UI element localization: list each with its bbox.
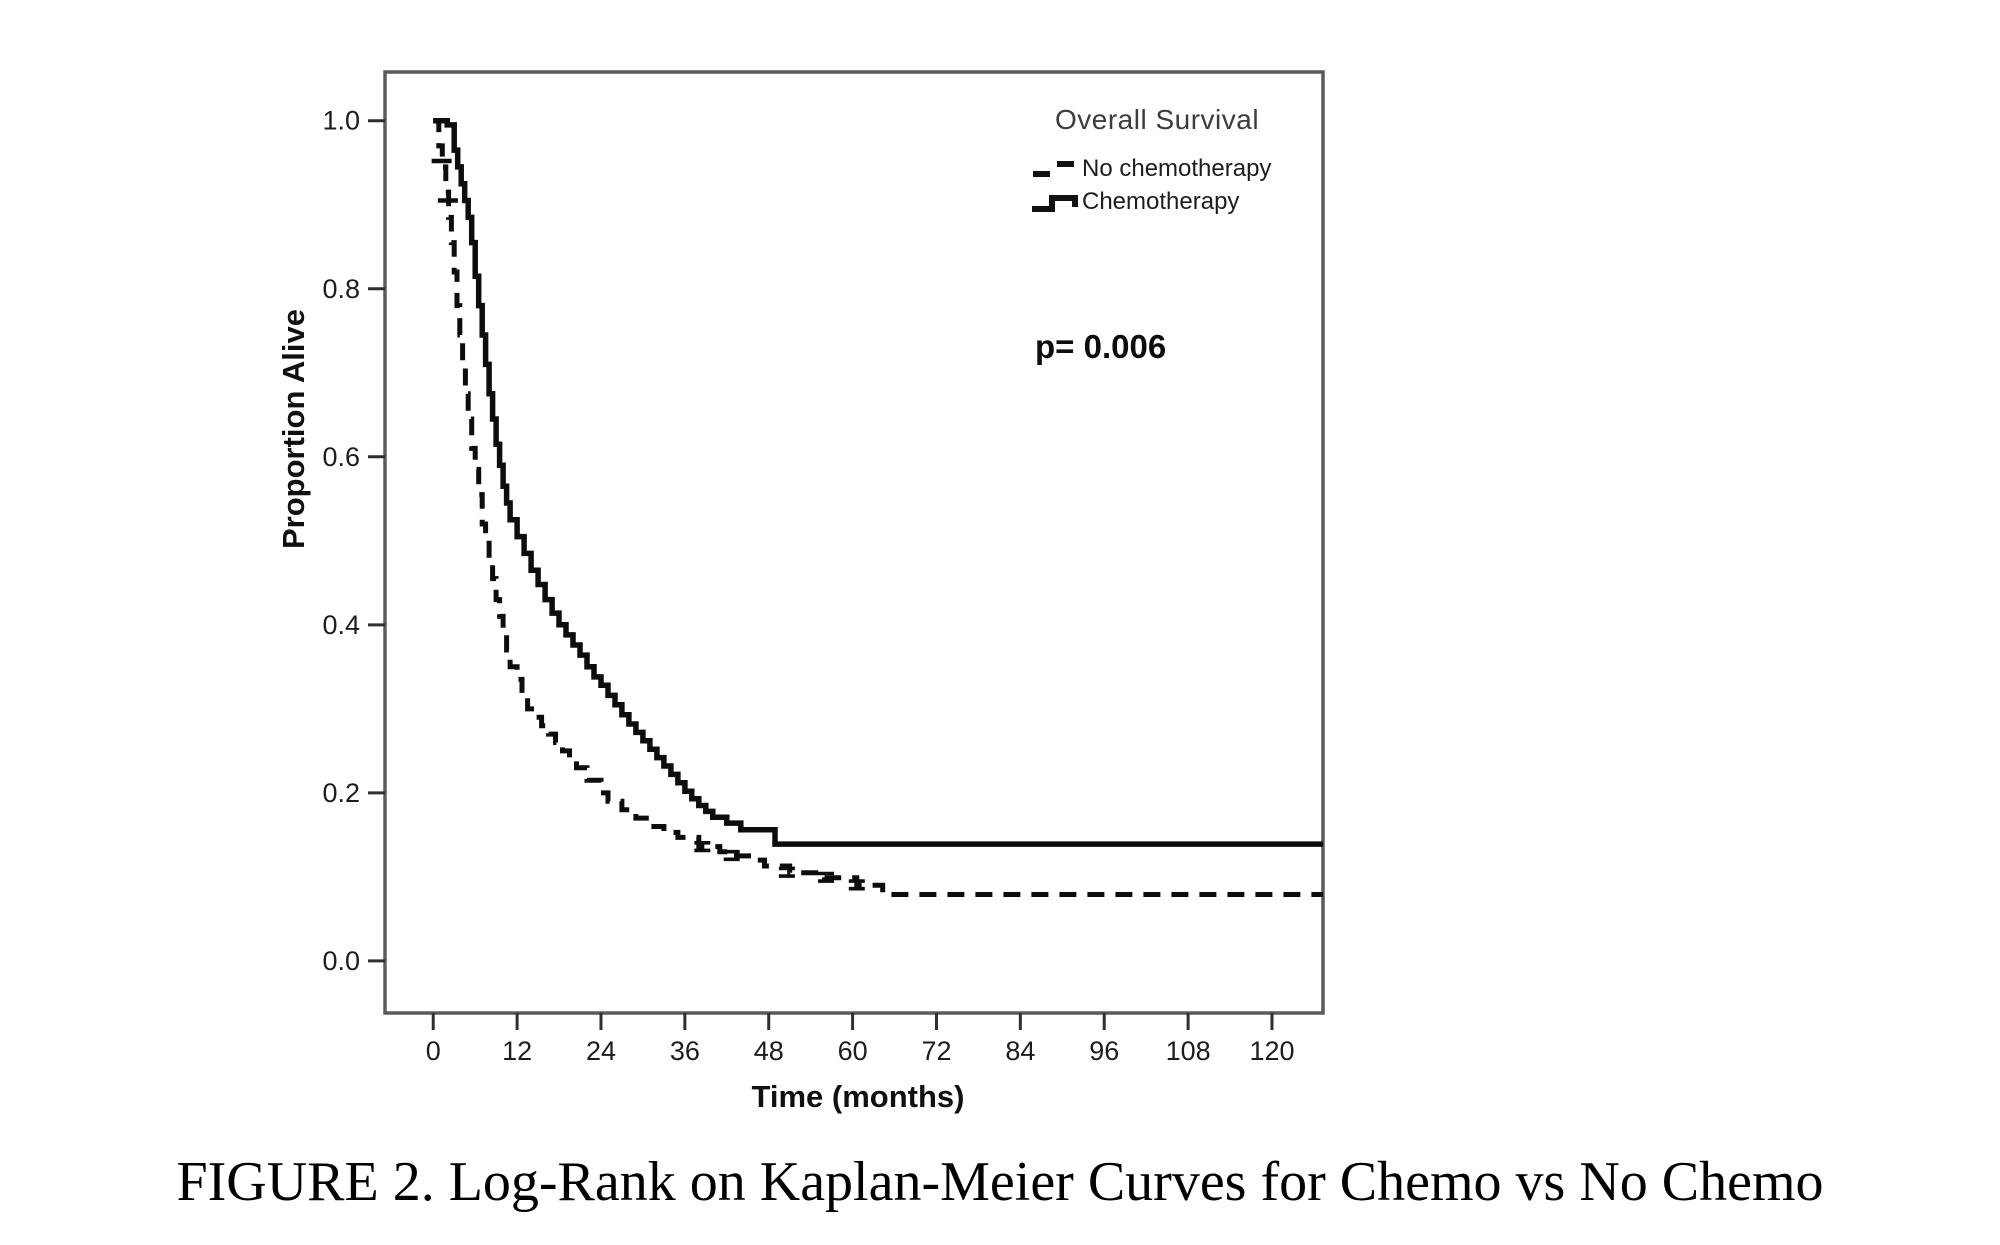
y-axis-tick-label: 0.2	[322, 778, 360, 808]
legend-label-chemotherapy: Chemotherapy	[1082, 188, 1240, 215]
legend-label-no-chemotherapy: No chemotherapy	[1082, 155, 1272, 182]
x-axis-tick-label: 108	[1166, 1036, 1211, 1066]
x-axis-tick-label: 48	[754, 1036, 784, 1066]
p-value-annotation: p= 0.006	[1035, 328, 1167, 365]
x-axis-tick-label: 0	[426, 1036, 441, 1066]
x-axis-tick-label: 96	[1089, 1036, 1119, 1066]
x-axis-tick-label: 12	[502, 1036, 532, 1066]
x-axis-tick-label: 120	[1249, 1036, 1294, 1066]
y-axis-title: Proportion Alive	[276, 309, 311, 549]
no-chemotherapy-dashed-line-icon	[1033, 161, 1074, 177]
x-axis-tick-label: 36	[670, 1036, 700, 1066]
y-axis-tick-label: 0.8	[322, 274, 360, 304]
survival-curve-no-chemotherapy	[433, 118, 1323, 897]
survival-curve-chemotherapy	[433, 117, 1323, 847]
x-axis-tick-label: 24	[586, 1036, 616, 1066]
y-axis-tick-label: 0.0	[322, 946, 360, 976]
legend-item-chemotherapy: Chemotherapy	[1030, 188, 1239, 216]
figure-caption: FIGURE 2. Log-Rank on Kaplan-Meier Curve…	[176, 1151, 1824, 1213]
x-axis-title: Time (months)	[751, 1079, 965, 1114]
y-axis-tick-label: 0.4	[322, 610, 360, 640]
legend-title: Overall Survival	[1055, 104, 1260, 135]
chemotherapy-solid-line-icon	[1032, 195, 1078, 212]
x-axis-tick-label: 84	[1005, 1036, 1035, 1066]
legend-item-no-chemotherapy: No chemotherapy	[1030, 155, 1271, 183]
x-axis-tick-label: 72	[921, 1036, 951, 1066]
y-axis-tick-label: 1.0	[322, 106, 360, 136]
y-axis-tick-label: 0.6	[322, 442, 360, 472]
x-axis-tick-label: 60	[838, 1036, 868, 1066]
